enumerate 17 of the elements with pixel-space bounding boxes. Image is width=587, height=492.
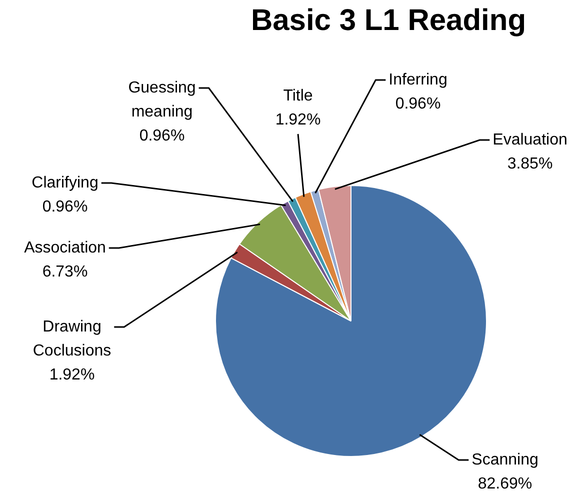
slice-label: Title	[283, 87, 313, 104]
data-label: 0.96%	[42, 198, 88, 216]
chart-title: Basic 3 L1 Reading	[250, 4, 528, 38]
slice-label: Guessing meaning	[128, 79, 196, 120]
data-label: 82.69%	[478, 475, 532, 492]
slice-label: Association	[24, 239, 106, 256]
slice-label: Scanning	[472, 451, 538, 468]
data-label: 6.73%	[42, 263, 88, 280]
data-label: 1.92%	[275, 111, 321, 128]
data-label: 3.85%	[507, 155, 553, 172]
data-label: 0.96%	[395, 95, 441, 112]
data-label: 1.92%	[49, 366, 95, 384]
slice-label: Drawing Coclusions	[32, 318, 112, 360]
data-label: 0.96%	[139, 127, 185, 144]
slice-label: Clarifying	[32, 174, 98, 192]
slice-label: Inferring	[388, 71, 448, 88]
slice-label: Evaluation	[492, 131, 568, 148]
